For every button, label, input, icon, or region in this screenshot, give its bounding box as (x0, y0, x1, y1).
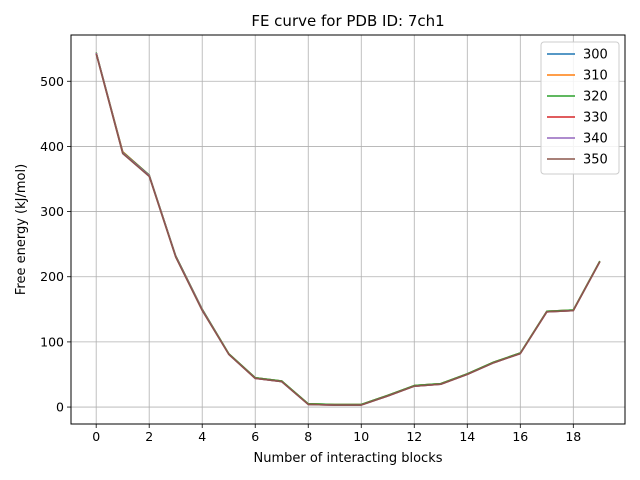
x-tick-label: 10 (353, 429, 369, 444)
y-tick-label: 300 (40, 204, 64, 219)
x-tick-label: 12 (406, 429, 422, 444)
x-tick-label: 4 (198, 429, 206, 444)
legend-label: 350 (583, 153, 608, 168)
y-tick-label: 0 (56, 400, 64, 415)
y-axis-ticks: 0 100 200 300 400 500 (40, 74, 71, 415)
series-line-350 (95, 53, 601, 406)
x-tick-label: 0 (92, 429, 100, 444)
series-lines (95, 52, 601, 406)
legend-label: 330 (583, 111, 608, 126)
y-tick-label: 400 (40, 139, 64, 154)
x-axis-label: Number of interacting blocks (253, 451, 442, 466)
x-tick-label: 16 (512, 429, 528, 444)
x-tick-label: 18 (565, 429, 581, 444)
chart-title: FE curve for PDB ID: 7ch1 (251, 12, 444, 30)
y-tick-label: 200 (40, 269, 64, 284)
legend: 300 310 320 330 340 350 (540, 41, 620, 175)
x-tick-label: 2 (145, 429, 153, 444)
legend-label: 300 (583, 48, 608, 63)
x-tick-label: 8 (304, 429, 312, 444)
y-axis-label: Free energy (kJ/mol) (14, 164, 29, 295)
axes-frame (70, 34, 626, 425)
legend-label: 310 (583, 69, 608, 84)
y-tick-label: 100 (40, 334, 64, 349)
y-tick-label: 500 (40, 74, 64, 89)
x-tick-label: 6 (251, 429, 259, 444)
x-axis-ticks: 0 2 4 6 8 10 12 14 16 18 (92, 424, 581, 444)
legend-label: 340 (583, 132, 608, 147)
x-tick-label: 14 (459, 429, 475, 444)
legend-label: 320 (583, 90, 608, 105)
grid (71, 35, 625, 424)
